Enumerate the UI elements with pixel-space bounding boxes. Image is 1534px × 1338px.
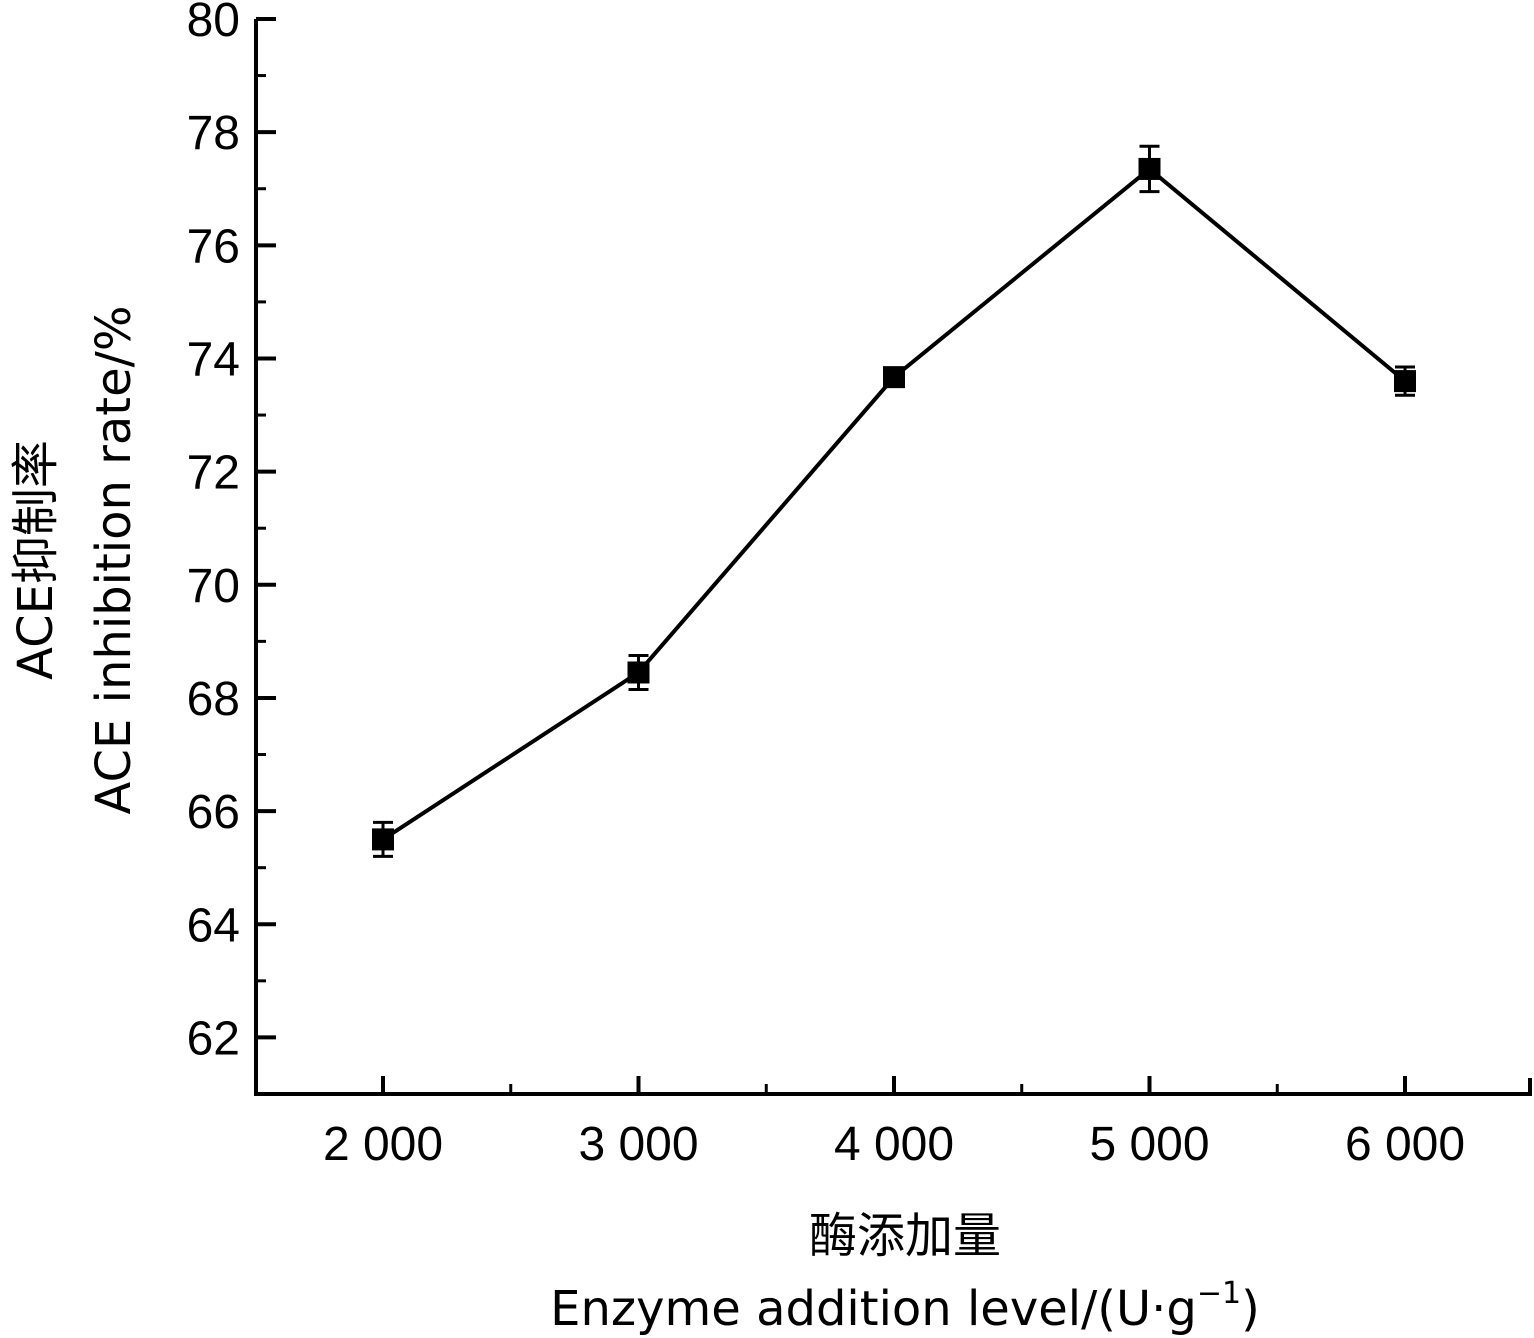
series-line [381, 166, 1407, 842]
x-tick-label: 6 000 [1345, 1118, 1465, 1171]
y-axis-title-en: ACE inhibition rate/% [86, 306, 142, 815]
x-axis-title-en-sup: −1 [1197, 1276, 1241, 1311]
data-point [372, 828, 394, 851]
x-tick-label: 5 000 [1089, 1118, 1209, 1171]
y-tick-label: 68 [187, 673, 240, 726]
data-point [627, 661, 650, 684]
x-axis-title-en-main: Enzyme addition level/(U·g [550, 1281, 1197, 1337]
x-tick-label: 4 000 [834, 1118, 954, 1171]
x-axis-title-cn: 酶添加量 [809, 1208, 1001, 1264]
x-axis-title-en: Enzyme addition level/(U·g−1) [550, 1276, 1260, 1337]
x-tick-label: 2 000 [323, 1118, 443, 1171]
y-tick-label: 74 [187, 333, 240, 386]
y-tick-label: 78 [187, 107, 240, 160]
y-tick-label: 70 [187, 560, 240, 613]
y-ticks: 62 64 66 68 70 72 74 76 78 80 [187, 0, 276, 1096]
y-tick-label: 64 [187, 899, 240, 952]
x-axis-title-en-close: ) [1241, 1281, 1260, 1337]
y-tick-label: 76 [187, 220, 240, 273]
series [372, 144, 1416, 858]
y-axis-title-cn: ACE抑制率 [8, 440, 64, 680]
y-tick-label: 62 [187, 1012, 240, 1065]
data-point [1138, 157, 1161, 180]
y-tick-label: 80 [187, 0, 240, 47]
data-point [883, 366, 905, 389]
data-point [1394, 370, 1416, 393]
y-tick-label: 66 [187, 786, 240, 839]
axes [254, 19, 1532, 1096]
x-tick-label: 3 000 [578, 1118, 698, 1171]
x-ticks: 2 000 3 000 4 000 5 000 6 000 [323, 1076, 1465, 1171]
y-tick-label: 72 [187, 447, 240, 500]
